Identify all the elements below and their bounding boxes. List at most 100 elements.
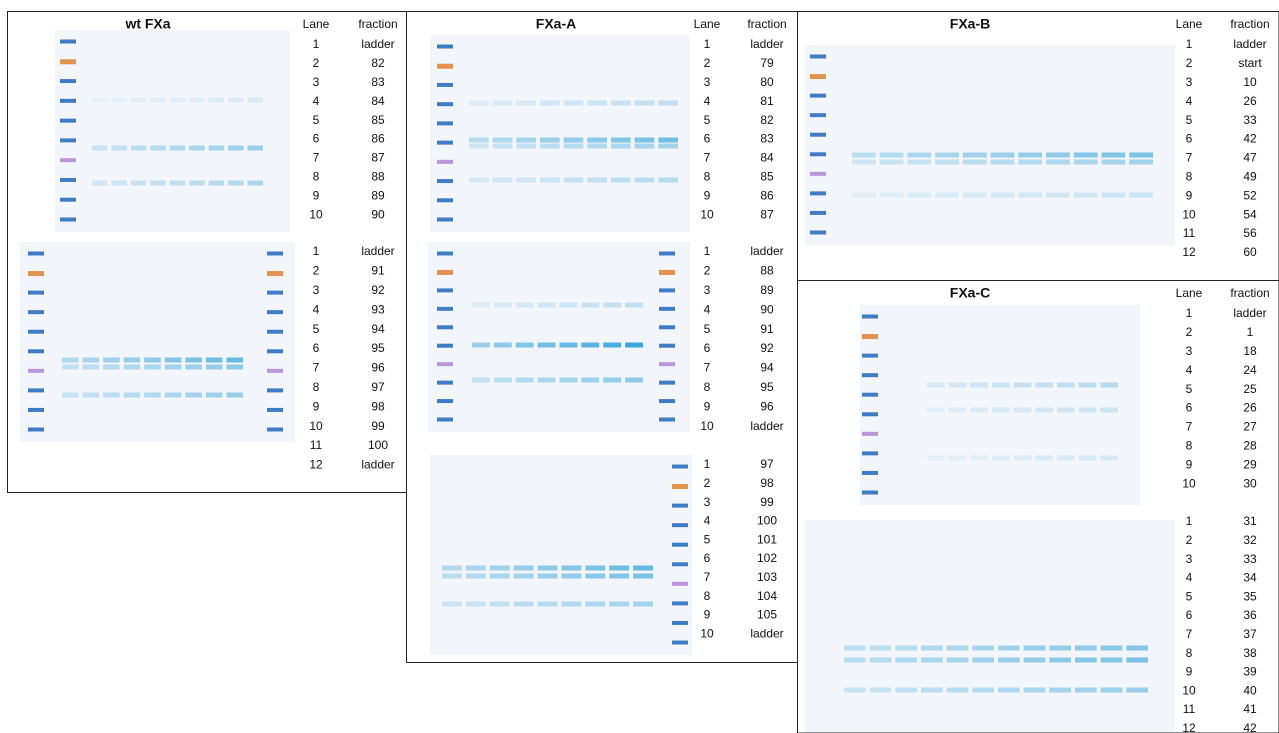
protein-band (150, 146, 165, 151)
lane-number: 7 (313, 151, 320, 165)
ladder-band (659, 325, 675, 329)
protein-band (490, 574, 510, 579)
protein-band (540, 138, 560, 143)
protein-band (538, 566, 558, 571)
protein-band (62, 358, 79, 363)
ladder-band (437, 381, 453, 385)
protein-band (131, 146, 146, 151)
fraction: 100 (368, 438, 388, 452)
protein-band (228, 98, 243, 103)
protein-band (963, 153, 987, 158)
panel-title: FXa-B (950, 16, 990, 32)
protein-band (633, 566, 653, 571)
lane-number: 10 (700, 207, 714, 221)
protein-band (880, 160, 904, 165)
lane-number: 6 (313, 341, 320, 355)
ladder-band (659, 381, 675, 385)
lane-number: 3 (1186, 75, 1193, 89)
protein-band (472, 303, 490, 308)
protein-band (466, 602, 486, 607)
fraction: 42 (1243, 132, 1257, 146)
protein-band (658, 101, 678, 106)
fraction: ladder (750, 244, 783, 258)
lane-number: 9 (313, 188, 320, 202)
protein-band (564, 138, 584, 143)
protein-band (124, 393, 141, 398)
protein-band (1024, 646, 1046, 651)
protein-band (62, 393, 79, 398)
ladder-band (437, 141, 453, 145)
panel-title: wt FXa (124, 16, 170, 32)
lane-number: 5 (313, 322, 320, 336)
lane-number: 2 (704, 56, 711, 70)
protein-band (1014, 383, 1032, 388)
ladder-band (810, 191, 826, 195)
protein-band (625, 343, 643, 348)
fraction: 33 (1243, 552, 1257, 566)
protein-band (611, 101, 631, 106)
fraction: 95 (371, 341, 385, 355)
ladder-band (60, 99, 76, 103)
lane-number: 2 (1186, 325, 1193, 339)
protein-band (490, 602, 510, 607)
ladder-band (267, 291, 283, 295)
protein-band (1074, 193, 1098, 198)
protein-band (540, 144, 560, 149)
protein-band (603, 303, 621, 308)
protein-band (514, 602, 534, 607)
ladder-band (672, 523, 688, 527)
ladder-band (862, 334, 878, 339)
gel (805, 520, 1175, 733)
protein-band (1101, 658, 1123, 663)
protein-band (111, 98, 126, 103)
fraction: 86 (371, 132, 385, 146)
fraction: 82 (760, 113, 774, 127)
fraction: 85 (760, 169, 774, 183)
lane-number: 4 (313, 94, 320, 108)
protein-band (1079, 383, 1097, 388)
protein-band (103, 358, 120, 363)
protein-band (561, 574, 581, 579)
protein-band (1046, 153, 1070, 158)
fraction: ladder (361, 244, 394, 258)
lane-number: 10 (700, 626, 714, 640)
fraction: 97 (371, 380, 385, 394)
lane-number: 8 (704, 380, 711, 394)
protein-band (442, 566, 462, 571)
protein-band (442, 574, 462, 579)
fraction: 99 (371, 419, 385, 433)
ladder-band (267, 428, 283, 432)
protein-band (880, 153, 904, 158)
protein-band (949, 383, 967, 388)
protein-band (165, 358, 182, 363)
protein-band (538, 574, 558, 579)
ladder-band (437, 418, 453, 422)
fraction: ladder (750, 419, 783, 433)
figure: wt FXaLanefraction1ladder282383484585686… (0, 0, 1279, 733)
fraction: 80 (760, 75, 774, 89)
ladder-band (437, 362, 453, 366)
protein-band (514, 574, 534, 579)
fraction: 10 (1243, 75, 1257, 89)
ladder-band (28, 330, 44, 334)
lane-number: 4 (313, 302, 320, 316)
protein-band (1018, 193, 1042, 198)
lane-number: 12 (1182, 721, 1196, 733)
ladder-band (810, 133, 826, 137)
protein-band (1102, 193, 1126, 198)
protein-band (165, 393, 182, 398)
protein-band (538, 303, 556, 308)
protein-band (170, 98, 185, 103)
lane-number: 7 (1186, 627, 1193, 641)
lane-number: 1 (704, 457, 711, 471)
fraction: 97 (760, 457, 774, 471)
protein-band (469, 178, 489, 183)
protein-band (921, 646, 943, 651)
protein-band (560, 303, 578, 308)
lane-number: 3 (1186, 344, 1193, 358)
ladder-band (28, 252, 44, 256)
ladder-band (437, 179, 453, 183)
fraction: 100 (757, 514, 777, 528)
ladder-band (28, 408, 44, 412)
lane-number: 8 (704, 169, 711, 183)
